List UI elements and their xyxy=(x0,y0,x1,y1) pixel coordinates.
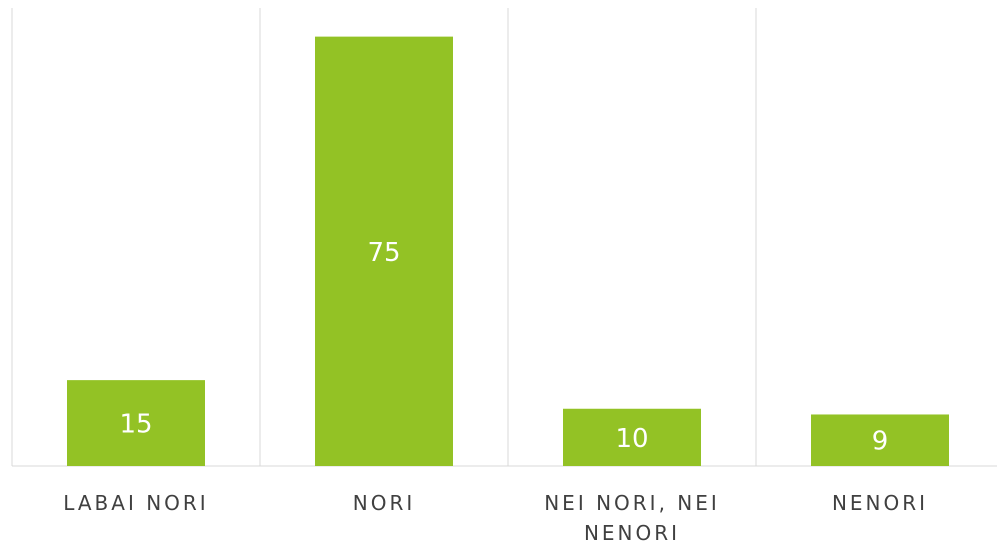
x-tick-label: LABAI NORI xyxy=(63,491,209,515)
x-tick-label: NENORI xyxy=(831,491,929,515)
bar xyxy=(67,380,205,466)
x-tick-label: NEI NORI, NEI NENORI xyxy=(544,491,720,545)
bar xyxy=(563,408,701,466)
data-label: 75 xyxy=(367,238,400,268)
bar xyxy=(315,36,453,466)
data-label: 9 xyxy=(872,427,889,457)
x-tick-label: NORI xyxy=(352,491,416,515)
data-label: 10 xyxy=(615,424,648,454)
data-label: 15 xyxy=(119,410,152,440)
bar xyxy=(811,414,949,466)
